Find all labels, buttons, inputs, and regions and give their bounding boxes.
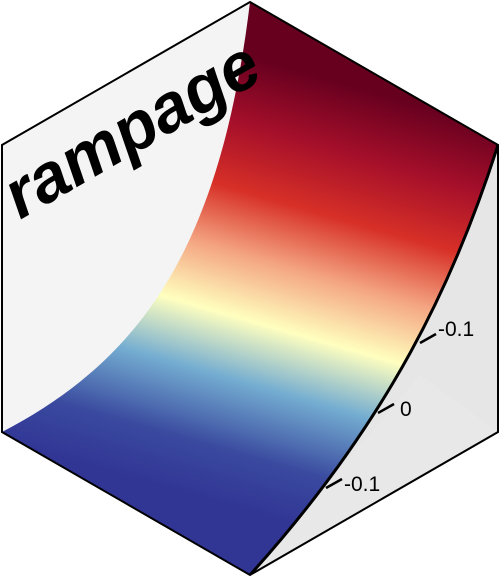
axis-tick-label-bottom: -0.1 <box>344 473 380 496</box>
z-axis <box>325 332 437 490</box>
ramp-edge <box>248 144 498 575</box>
axis-tick-label-top: -0.1 <box>438 318 474 341</box>
axis-tick-mark <box>419 332 437 345</box>
axis-tick-label-mid: 0 <box>400 398 412 421</box>
floor-panel-front <box>250 375 498 575</box>
axis-tick-mark <box>325 477 343 490</box>
axis-tick-mark <box>377 402 395 415</box>
